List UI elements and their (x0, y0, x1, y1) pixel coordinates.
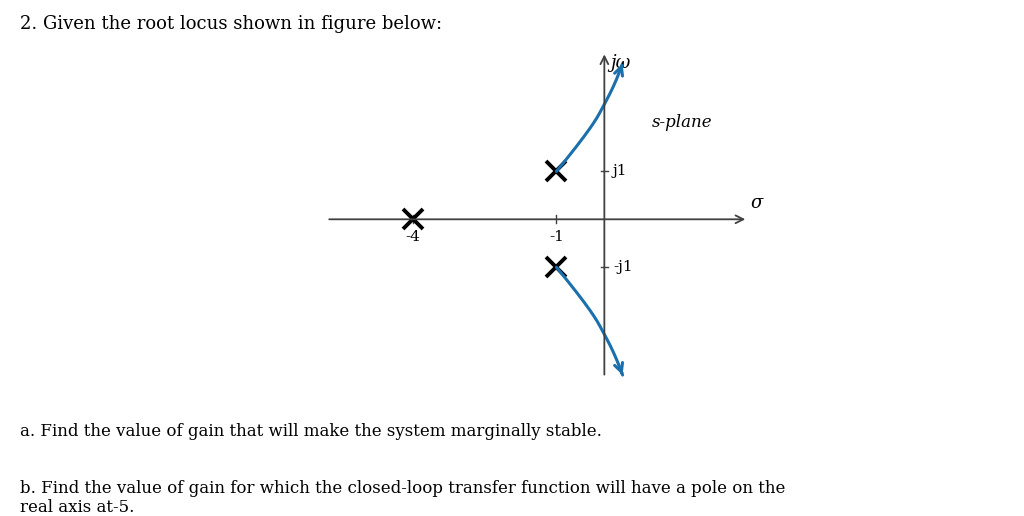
Text: σ: σ (751, 194, 763, 212)
Text: -1: -1 (549, 230, 564, 244)
Text: jω: jω (610, 54, 631, 72)
Text: s-plane: s-plane (652, 114, 713, 131)
Text: a. Find the value of gain that will make the system marginally stable.: a. Find the value of gain that will make… (20, 423, 602, 440)
Text: -4: -4 (406, 230, 420, 244)
Text: j1: j1 (613, 165, 628, 179)
Text: b. Find the value of gain for which the closed-loop transfer function will have : b. Find the value of gain for which the … (20, 480, 785, 516)
Text: -j1: -j1 (613, 260, 633, 274)
Text: 2. Given the root locus shown in figure below:: 2. Given the root locus shown in figure … (20, 15, 442, 34)
